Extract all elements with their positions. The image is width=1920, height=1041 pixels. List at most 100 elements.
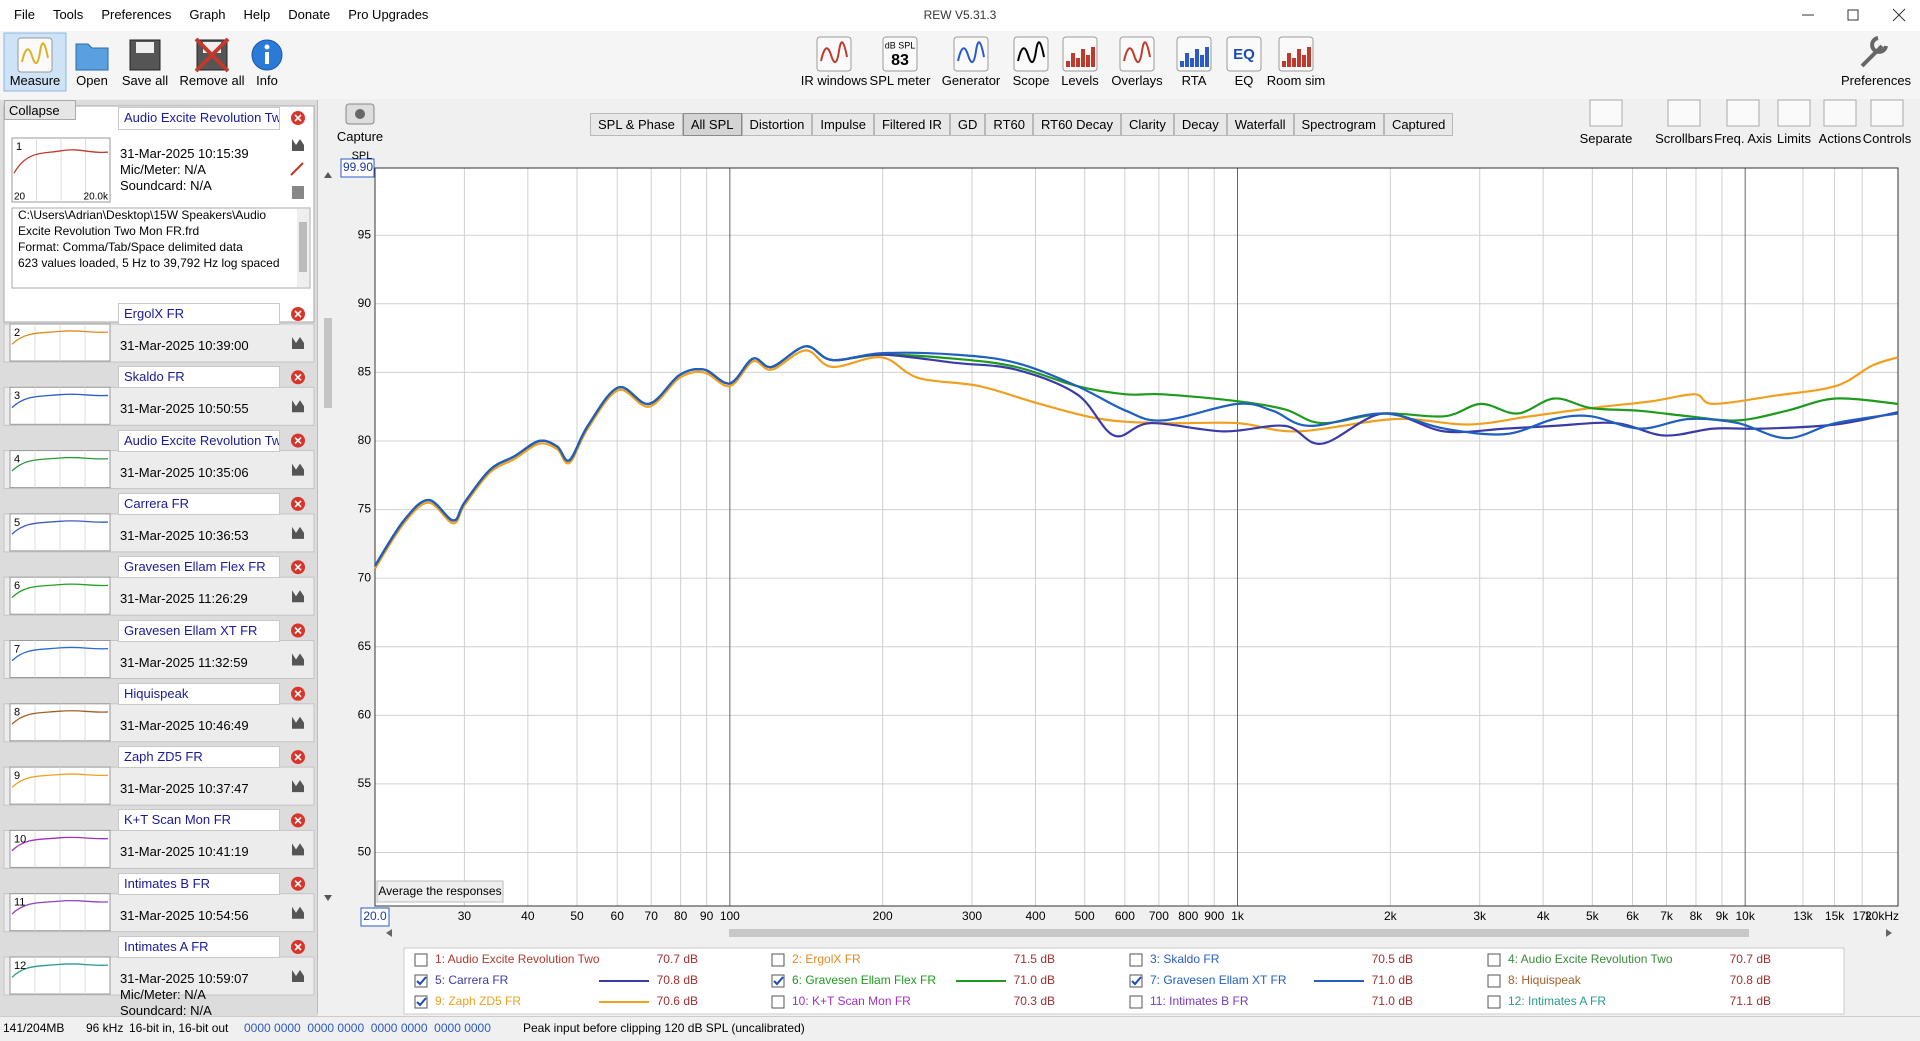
toolbar-button[interactable]: Preferences [1840, 73, 1912, 88]
graph-tab[interactable]: RT60 Decay [1032, 113, 1121, 136]
toolbar-button[interactable]: Measure [9, 73, 61, 88]
spl-icon-screen [884, 38, 916, 70]
graph-tab[interactable]: Distortion [741, 113, 813, 136]
graph-control[interactable]: Actions [1818, 131, 1862, 146]
status-field: Peak input before clipping 120 dB SPL (u… [523, 1021, 805, 1035]
icon-glyph [1091, 47, 1095, 67]
graph-tab[interactable]: GD [949, 113, 986, 136]
measurement-name[interactable]: Carrera FR [118, 492, 280, 515]
graph-tab[interactable]: RT60 [985, 113, 1033, 136]
measurement-name[interactable]: Hiquispeak [118, 682, 280, 705]
measurement-date: 31-Mar-2025 10:15:39 [120, 146, 249, 161]
graph-control[interactable]: Controls [1862, 131, 1912, 146]
scroll-right [1886, 929, 1892, 937]
menu-item[interactable]: Graph [189, 7, 226, 22]
menu-item[interactable]: Donate [288, 7, 331, 22]
legend-check [416, 997, 427, 1007]
legend-checkbox[interactable] [1129, 953, 1143, 967]
legend-checkbox[interactable] [771, 953, 785, 967]
toolbar-icon [17, 37, 53, 73]
measurement-name[interactable]: Gravesen Ellam XT FR [118, 619, 280, 642]
measurement-date: 31-Mar-2025 10:46:49 [120, 717, 249, 733]
toolbar-button[interactable]: IR windows [800, 73, 868, 88]
menu-item[interactable]: Help [243, 7, 271, 22]
menu-item[interactable]: Tools [52, 7, 84, 22]
toolbar-button[interactable]: Generator [941, 73, 1001, 88]
capture-button[interactable]: Capture [336, 129, 384, 144]
icon-frame [953, 36, 989, 72]
measurement-icon [292, 526, 304, 539]
toolbar-icon [251, 39, 283, 71]
toolbar-button[interactable]: Overlays [1111, 73, 1163, 88]
icon-glyph [1205, 47, 1209, 67]
toolbar-button[interactable]: EQ [1234, 73, 1254, 88]
toolbar-button[interactable]: Save all [121, 73, 169, 88]
toolbar-button[interactable]: Info [256, 73, 278, 88]
graph-control-icon [1726, 99, 1760, 127]
graph-tab[interactable]: Decay [1173, 113, 1227, 136]
measurement-name[interactable]: Audio Excite Revolution Two [118, 429, 280, 452]
toolbar-button[interactable]: Room sim [1266, 73, 1326, 88]
collapse-button[interactable]: Collapse [4, 100, 76, 120]
y-tick-label: 50 [358, 845, 372, 859]
legend-checkbox[interactable] [1487, 995, 1501, 1009]
legend-checkbox[interactable] [1487, 953, 1501, 967]
toolbar-button[interactable]: RTA [1181, 73, 1207, 88]
measurement-name[interactable]: ErgolX FR [118, 303, 280, 325]
thumbnail-number: 7 [14, 643, 20, 655]
toolbar-icon [1278, 36, 1314, 72]
legend-label: 11: Intimates B FR [1150, 994, 1249, 1008]
average-button[interactable]: Average the responses [378, 884, 501, 898]
menu-item[interactable]: Pro Upgrades [348, 7, 429, 22]
legend-checkbox[interactable] [1487, 974, 1501, 988]
graph-tab[interactable]: SPL & Phase [590, 113, 683, 136]
status-bar [0, 1016, 1920, 1041]
icon-glyph [1297, 49, 1301, 67]
toolbar-icon [1176, 36, 1212, 72]
toolbar-button[interactable]: Scope [1012, 73, 1050, 88]
icon-glyph [21, 42, 49, 64]
toolbar-button[interactable]: Remove all [179, 73, 245, 88]
menu-item[interactable]: File [14, 7, 35, 22]
measurement-name[interactable]: Skaldo FR [118, 366, 280, 389]
graph-control[interactable]: Freq. Axis [1714, 131, 1772, 146]
graph-tab[interactable]: Filtered IR [873, 113, 950, 136]
x-tick-label: 100 [720, 909, 740, 923]
thumbnail-curve [11, 899, 109, 915]
toolbar-button[interactable]: Levels [1061, 73, 1099, 88]
graph-tab[interactable]: Waterfall [1226, 113, 1294, 136]
measurement-name[interactable]: Intimates B FR [118, 872, 280, 895]
graph-control[interactable]: Limits [1777, 131, 1811, 146]
measurement-name[interactable]: Audio Excite Revolution Two [118, 107, 280, 130]
status-field: 96 kHz [86, 1021, 124, 1035]
legend-checkbox[interactable] [1129, 995, 1143, 1009]
icon-glyph [264, 44, 270, 50]
measurement-name[interactable]: Intimates A FR [118, 936, 280, 958]
graph-control[interactable]: Scrollbars [1655, 131, 1713, 146]
notes-icon [292, 186, 304, 199]
menu-item[interactable]: Preferences [101, 7, 172, 22]
measurement-name[interactable]: Zaph ZD5 FR [118, 746, 280, 769]
legend-checkbox[interactable] [414, 953, 428, 967]
measurement-date: 31-Mar-2025 10:36:53 [120, 527, 249, 543]
restore-button [1847, 9, 1859, 21]
measurement-name[interactable]: K+T Scan Mon FR [118, 809, 280, 832]
measurement-name[interactable]: Gravesen Ellam Flex FR [118, 556, 280, 579]
thumbnail-number: 3 [14, 390, 20, 402]
toolbar-button[interactable]: Open [76, 73, 108, 88]
close-button [1892, 8, 1906, 22]
legend-checkbox[interactable] [771, 995, 785, 1009]
panel-scroll-thumb [324, 318, 332, 408]
graph-tab[interactable]: All SPL [682, 113, 742, 136]
graph-tab[interactable]: Spectrogram [1293, 113, 1384, 136]
graph-tab[interactable]: Clarity [1121, 113, 1174, 136]
icon-glyph [136, 42, 154, 53]
graph-tab[interactable]: Captured [1383, 113, 1454, 136]
graph-tab[interactable]: Impulse [812, 113, 874, 136]
toolbar-button[interactable]: SPL meter [869, 73, 931, 88]
graph-control[interactable]: Separate [1579, 131, 1633, 146]
measurement-icon [292, 906, 304, 919]
legend-label: 2: ErgolX FR [792, 952, 861, 966]
x-tick-label: 30 [458, 909, 472, 923]
thumbnail-number: 5 [14, 517, 20, 529]
